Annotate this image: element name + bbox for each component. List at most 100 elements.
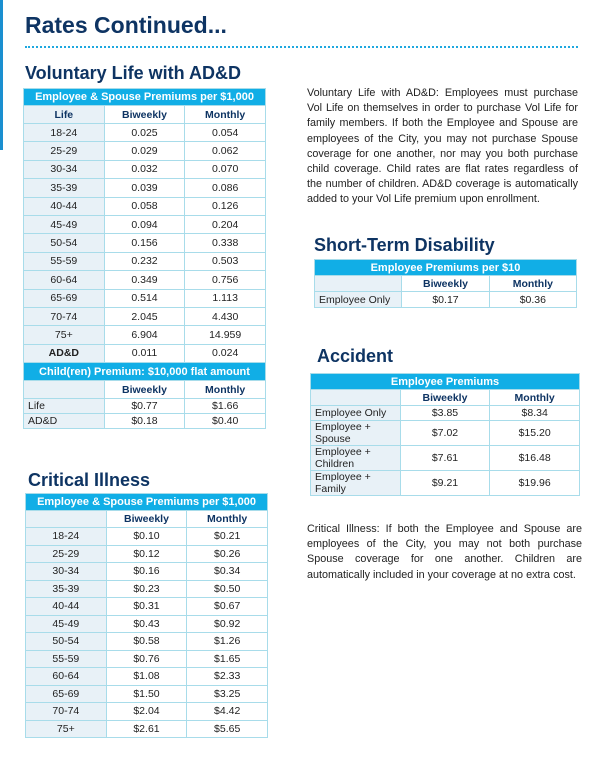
table-title: Employee Premiums: [310, 373, 580, 390]
column-header: Monthly: [488, 275, 578, 292]
row-label: 30-34: [23, 159, 105, 180]
table-row: Employee + Spouse $7.02 $15.20: [310, 420, 580, 446]
row-label: 50-54: [23, 233, 105, 253]
table-row: 40-44 0.058 0.126: [23, 196, 266, 216]
table-title-row: Child(ren) Premium: $10,000 flat amount: [23, 362, 266, 382]
row-label: 25-29: [23, 141, 105, 161]
table-row: 55-59 0.232 0.503: [23, 251, 266, 272]
accident-heading: Accident: [317, 346, 394, 366]
cell-value: $0.40: [184, 413, 266, 430]
table-title-row: Employee & Spouse Premiums per $1,000: [25, 493, 268, 511]
cell-value: $3.25: [186, 684, 268, 703]
row-label: 70-74: [23, 306, 105, 327]
row-label: 45-49: [25, 614, 107, 633]
table-row: Employee + Family $9.21 $19.96: [310, 470, 580, 496]
table-row: 75+ 6.904 14.959: [23, 325, 266, 345]
table-row: 30-34 0.032 0.070: [23, 159, 266, 180]
table-row: 70-74 2.045 4.430: [23, 306, 266, 327]
cell-value: 0.025: [103, 122, 186, 143]
accident-table: Employee Premiums Biweekly Monthly Employee…: [310, 373, 580, 496]
table-row: 70-74 $2.04 $4.42: [25, 702, 268, 721]
cell-value: $8.34: [489, 405, 580, 421]
column-header: Monthly: [184, 105, 266, 124]
table-row: 50-54 $0.58 $1.26: [25, 632, 268, 651]
column-header: Monthly: [184, 380, 266, 400]
column-header: Biweekly: [103, 380, 186, 400]
column-header: Monthly: [186, 510, 268, 528]
cell-value: 0.070: [184, 159, 266, 180]
table-row: AD&D $0.18 $0.40: [23, 413, 266, 430]
cell-value: $0.16: [105, 562, 188, 581]
column-header: [310, 389, 401, 406]
cell-value: $0.76: [105, 649, 188, 668]
row-label: 75+: [25, 719, 107, 738]
table-header-row: Biweekly Monthly: [25, 510, 268, 528]
table-row: 65-69 0.514 1.113: [23, 288, 266, 308]
cell-value: 0.058: [103, 196, 186, 216]
table-title-row: Employee Premiums per $10: [314, 259, 577, 276]
cell-value: 6.904: [103, 325, 186, 345]
table-row: 18-24 0.025 0.054: [23, 122, 266, 143]
cell-value: $0.12: [105, 544, 188, 563]
column-header: Biweekly: [103, 105, 186, 124]
cell-value: $1.26: [186, 632, 268, 651]
column-header: Monthly: [489, 389, 580, 406]
table-title-row: Employee Premiums: [310, 373, 580, 390]
cell-value: $0.77: [103, 398, 186, 415]
column-header: [23, 380, 105, 400]
row-label: Life: [23, 398, 105, 415]
row-label: Employee Only: [313, 291, 403, 308]
cell-value: $2.04: [105, 702, 188, 721]
table-row: AD&D 0.011 0.024: [23, 343, 266, 364]
row-label: 35-39: [23, 178, 105, 198]
critical-table: Employee & Spouse Premiums per $1,000 Biw…: [25, 493, 268, 738]
table-row: 25-29 $0.12 $0.26: [25, 544, 268, 563]
row-label: 45-49: [23, 214, 105, 235]
edge-accent-bar: [0, 0, 3, 150]
critical-heading: Critical Illness: [28, 470, 151, 490]
row-label: 18-24: [25, 527, 107, 546]
table-row: 65-69 $1.50 $3.25: [25, 684, 268, 703]
cell-value: 4.430: [184, 306, 266, 327]
cell-value: $0.23: [105, 579, 188, 598]
row-label: 75+: [23, 325, 105, 345]
cell-value: $0.17: [401, 291, 490, 308]
cell-value: 0.204: [184, 214, 266, 235]
cell-value: 0.054: [184, 122, 266, 143]
row-label: 40-44: [23, 196, 105, 216]
cell-value: $0.31: [105, 597, 188, 616]
table-row: 55-59 $0.76 $1.65: [25, 649, 268, 668]
row-label: 70-74: [25, 702, 107, 721]
cell-value: $0.92: [186, 614, 268, 633]
table-title: Employee & Spouse Premiums per $1,000: [25, 493, 268, 511]
cell-value: $1.65: [186, 649, 268, 668]
table-row: 25-29 0.029 0.062: [23, 141, 266, 161]
row-label: 18-24: [23, 122, 105, 143]
table-row: 45-49 0.094 0.204: [23, 214, 266, 235]
column-header: Biweekly: [105, 510, 188, 528]
row-label: 50-54: [25, 632, 107, 651]
vol-life-description: Voluntary Life with AD&D: Employees must…: [307, 87, 578, 206]
table-row: 18-24 $0.10 $0.21: [25, 527, 268, 546]
cell-value: $0.36: [488, 291, 578, 308]
cell-value: 0.156: [103, 233, 186, 253]
row-label: Employee + Family: [310, 470, 401, 496]
row-label: 55-59: [23, 251, 105, 272]
cell-value: 0.756: [184, 270, 266, 290]
table-row: 45-49 $0.43 $0.92: [25, 614, 268, 633]
cell-value: 0.094: [103, 214, 186, 235]
cell-value: $2.33: [186, 667, 268, 686]
cell-value: $16.48: [489, 445, 580, 471]
column-header: Biweekly: [401, 275, 490, 292]
cell-value: $0.18: [103, 413, 186, 430]
table-header-row: Biweekly Monthly: [23, 380, 266, 400]
table-row: Employee Only $3.85 $8.34: [310, 405, 580, 421]
cell-value: 14.959: [184, 325, 266, 345]
cell-value: $1.50: [105, 684, 188, 703]
row-label: Employee Only: [310, 405, 401, 421]
table-title: Employee & Spouse Premiums per $1,000: [23, 88, 266, 106]
column-header: [313, 275, 403, 292]
cell-value: $0.50: [186, 579, 268, 598]
cell-value: 0.126: [184, 196, 266, 216]
